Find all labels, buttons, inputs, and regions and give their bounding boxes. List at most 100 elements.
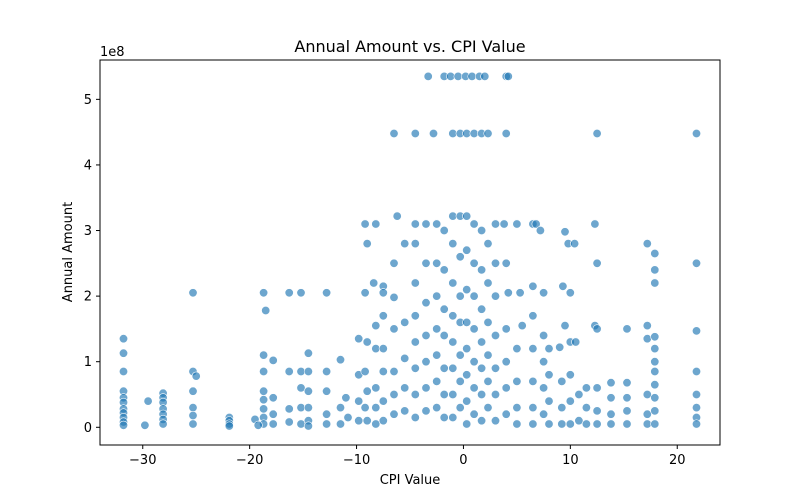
data-point — [490, 291, 500, 301]
data-point — [360, 366, 370, 376]
data-point — [378, 366, 388, 376]
data-point — [691, 129, 701, 139]
data-point — [261, 305, 271, 315]
data-point — [188, 419, 198, 429]
data-point — [477, 363, 487, 373]
data-point — [512, 419, 522, 429]
data-point — [410, 239, 420, 249]
data-point — [483, 278, 493, 288]
data-point — [378, 288, 388, 298]
data-point — [622, 406, 632, 416]
data-point — [188, 386, 198, 396]
data-point — [622, 393, 632, 403]
y-tick-label: 0 — [84, 421, 92, 436]
data-point — [188, 288, 198, 298]
data-point — [560, 321, 570, 331]
data-point — [421, 330, 431, 340]
data-point — [448, 239, 458, 249]
data-point — [503, 71, 513, 81]
data-point — [581, 403, 591, 413]
data-point — [469, 219, 479, 229]
data-point — [140, 420, 150, 430]
data-point — [448, 363, 458, 373]
data-point — [371, 219, 381, 229]
data-point — [360, 219, 370, 229]
data-point — [462, 285, 472, 295]
data-point — [544, 344, 554, 354]
x-tick-label: 10 — [562, 453, 579, 468]
data-point — [410, 389, 420, 399]
data-point — [410, 219, 420, 229]
data-point — [188, 410, 198, 420]
data-point — [389, 258, 399, 268]
data-point — [490, 330, 500, 340]
data-point — [369, 278, 379, 288]
data-point — [360, 403, 370, 413]
data-point — [389, 129, 399, 139]
data-point — [539, 357, 549, 367]
data-point — [477, 265, 487, 275]
data-point — [354, 416, 364, 426]
data-point — [371, 344, 381, 354]
y-tick-label: 2 — [84, 290, 92, 305]
data-point — [642, 389, 652, 399]
data-point — [259, 404, 269, 414]
data-point — [555, 342, 565, 352]
data-point — [259, 366, 269, 376]
data-point — [432, 219, 442, 229]
data-point — [592, 129, 602, 139]
data-point — [558, 281, 568, 291]
data-point — [581, 383, 591, 393]
data-point — [557, 419, 567, 429]
data-point — [462, 211, 472, 221]
data-point — [592, 258, 602, 268]
data-point — [544, 419, 554, 429]
data-point — [303, 348, 313, 358]
x-tick-label: −10 — [343, 453, 370, 468]
data-point — [259, 395, 269, 405]
data-point — [455, 252, 465, 262]
data-point — [371, 321, 381, 331]
data-point — [296, 288, 306, 298]
data-point — [574, 416, 584, 426]
data-point — [501, 357, 511, 367]
data-point — [448, 278, 458, 288]
data-point — [462, 344, 472, 354]
data-point — [650, 380, 660, 390]
data-point — [512, 344, 522, 354]
data-point — [490, 416, 500, 426]
data-point — [622, 419, 632, 429]
data-point — [650, 357, 660, 367]
data-point — [469, 291, 479, 301]
data-point — [691, 389, 701, 399]
data-point — [501, 409, 511, 419]
data-point — [455, 403, 465, 413]
data-point — [259, 288, 269, 298]
data-point — [392, 211, 402, 221]
data-point — [432, 324, 442, 334]
data-point — [453, 71, 463, 81]
data-point — [606, 393, 616, 403]
data-point — [284, 417, 294, 427]
data-point — [592, 383, 602, 393]
data-point — [581, 419, 591, 429]
data-point — [483, 376, 493, 386]
data-point — [462, 370, 472, 380]
data-point — [483, 239, 493, 249]
data-point — [499, 219, 509, 229]
data-point — [119, 348, 129, 358]
y-tick-label: 4 — [84, 158, 92, 173]
data-point — [371, 419, 381, 429]
data-point — [571, 337, 581, 347]
data-point — [284, 366, 294, 376]
data-point — [642, 239, 652, 249]
data-point — [592, 406, 602, 416]
data-point — [303, 421, 313, 431]
data-point — [432, 403, 442, 413]
data-point — [650, 344, 660, 354]
data-point — [296, 383, 306, 393]
data-point — [439, 412, 449, 422]
data-point — [362, 416, 372, 426]
data-point — [389, 366, 399, 376]
x-axis: −30 −20 −10 0 10 20 — [129, 445, 686, 468]
